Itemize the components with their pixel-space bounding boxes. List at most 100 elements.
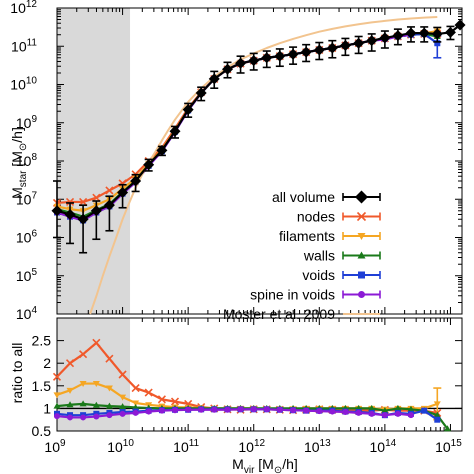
marker-diamond — [355, 190, 368, 204]
marker-circle — [158, 407, 165, 414]
marker-circle — [198, 406, 205, 413]
marker-circle — [316, 408, 323, 415]
top-shaded-region — [57, 8, 131, 314]
marker-circle — [67, 414, 74, 421]
marker-triangle-up — [79, 400, 87, 407]
marker-x — [92, 193, 101, 202]
marker-x — [157, 395, 166, 404]
marker-circle — [263, 406, 270, 413]
marker-triangle-up — [394, 404, 402, 411]
marker-circle — [250, 406, 257, 413]
top-y-tick-label: 109 — [16, 114, 38, 131]
marker-x — [79, 350, 88, 359]
marker-circle — [381, 412, 388, 419]
marker-x-stroke — [52, 372, 62, 381]
marker-diamond — [221, 63, 233, 75]
marker-diamond — [90, 205, 102, 217]
marker-diamond — [274, 50, 286, 62]
marker-triangle-down — [357, 233, 366, 240]
marker-triangle-down — [92, 381, 100, 388]
marker-triangle-down — [433, 401, 441, 408]
marker-circle — [54, 413, 60, 420]
marker-diamond — [156, 144, 168, 156]
marker-diamond — [300, 46, 312, 58]
top-y-tick-label: 1011 — [11, 37, 37, 54]
legend-label: filaments — [279, 228, 335, 244]
legend-entry: walls — [303, 248, 381, 264]
marker-diamond — [431, 28, 443, 40]
marker-diamond — [287, 48, 299, 60]
x-tick-label: 109 — [44, 438, 66, 455]
bottom-y-tick-label: 2 — [43, 355, 51, 371]
legend-label: walls — [303, 248, 335, 264]
marker-x — [144, 388, 153, 397]
marker-triangle-down — [105, 385, 113, 392]
x-tick-label: 1014 — [370, 438, 397, 455]
marker-triangle-up — [443, 425, 451, 432]
marker-diamond — [366, 35, 378, 47]
marker-circle — [119, 410, 126, 417]
marker-circle — [224, 406, 231, 413]
legend-label: voids — [302, 267, 335, 283]
marker-diamond — [235, 57, 247, 69]
marker-triangle-up — [119, 403, 127, 410]
marker-diamond — [169, 125, 181, 137]
series-line — [56, 408, 412, 419]
marker-circle — [106, 412, 113, 419]
marker-diamond — [130, 175, 142, 187]
marker-circle — [303, 407, 310, 414]
marker-triangle-down — [79, 381, 87, 388]
legend-label: spine in voids — [250, 287, 335, 303]
marker-triangle-up — [407, 405, 415, 412]
marker-x-stroke — [118, 179, 127, 188]
marker-circle — [358, 291, 365, 298]
marker-triangle-down — [132, 400, 140, 407]
marker-diamond — [182, 104, 194, 116]
marker-circle — [145, 408, 152, 415]
top-panel: 104 105 106 107 108 109 1010 1011 1012 109 1010 101… — [10, 0, 466, 455]
marker-circle — [237, 406, 244, 413]
marker-circle — [290, 407, 297, 414]
legend-entry: spine in voids — [250, 287, 381, 303]
marker-circle — [185, 406, 192, 413]
top-series — [51, 16, 466, 315]
marker-x — [65, 359, 75, 368]
marker-diamond — [339, 39, 351, 51]
marker-x-stroke — [79, 197, 88, 207]
marker-diamond — [313, 44, 325, 56]
series-all-volume — [51, 19, 466, 254]
legend-label: nodes — [297, 209, 335, 225]
legend-entry: nodes — [297, 209, 381, 225]
marker-x-stroke — [92, 338, 101, 347]
marker-square — [421, 407, 428, 414]
bottom-series — [52, 338, 451, 432]
legend-entry: voids — [302, 267, 381, 283]
series-spine-in-voids — [54, 406, 414, 421]
top-shade-rect — [57, 8, 131, 314]
marker-x-stroke — [105, 354, 114, 363]
marker-square — [434, 40, 441, 47]
bottom-y-tick-label: 1.5 — [32, 378, 52, 394]
marker-diamond — [51, 205, 63, 217]
bottom-frame — [56, 317, 463, 432]
legend-entry: Moster et al. 2009 — [223, 306, 380, 322]
top-y-tick-label: 104 — [16, 305, 38, 322]
marker-diamond — [261, 52, 273, 64]
x-tick-label: 1012 — [238, 438, 265, 455]
marker-x-stroke — [105, 186, 114, 195]
marker-x — [105, 186, 114, 195]
marker-x-stroke — [356, 211, 367, 222]
x-tick-label: 1013 — [304, 438, 331, 455]
marker-x-stroke — [65, 197, 75, 207]
marker-diamond — [195, 87, 207, 99]
marker-diamond — [64, 208, 76, 220]
marker-x — [65, 197, 75, 207]
marker-circle — [355, 409, 362, 416]
bottom-panel: 0.5 1 1.5 2 2.5 — [32, 317, 463, 439]
top-axes: 104 105 106 107 108 109 1010 1011 1012 109 1010 101… — [10, 0, 463, 455]
marker-x — [170, 397, 180, 406]
top-y-tick-label: 1012 — [10, 0, 37, 16]
x-tick-label: 1015 — [435, 438, 462, 455]
x-tick-label: 1011 — [173, 438, 199, 455]
